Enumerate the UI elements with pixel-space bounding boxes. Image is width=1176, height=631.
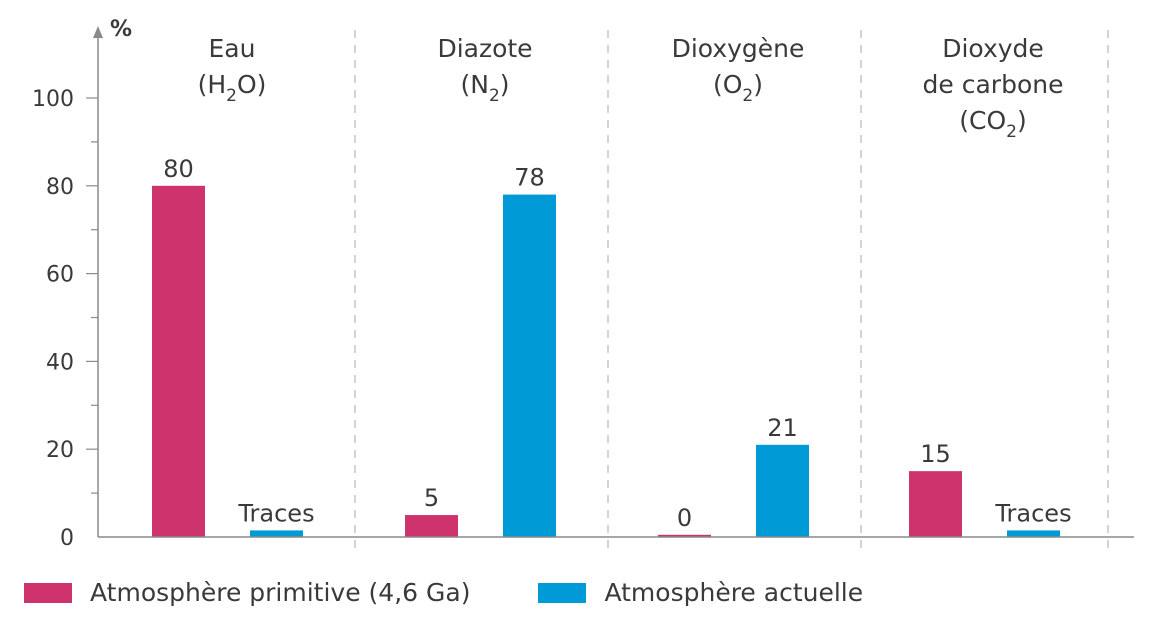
category-label: (O2) bbox=[713, 70, 763, 106]
data-label: Traces bbox=[237, 499, 314, 527]
category-label: de carbone bbox=[923, 70, 1064, 99]
y-axis-unit-label: % bbox=[110, 17, 132, 42]
legend-label-primitive: Atmosphère primitive (4,6 Ga) bbox=[90, 578, 471, 607]
data-label: 15 bbox=[920, 440, 951, 468]
y-tick-label: 100 bbox=[32, 87, 74, 112]
bar-actuelle-0 bbox=[250, 530, 303, 537]
category-label: (CO2) bbox=[959, 106, 1026, 142]
y-tick-label: 80 bbox=[46, 175, 74, 200]
bar-actuelle-2 bbox=[756, 444, 809, 537]
legend-label-actuelle: Atmosphère actuelle bbox=[604, 578, 864, 607]
data-label: 5 bbox=[424, 484, 439, 512]
legend-item-primitive: Atmosphère primitive (4,6 Ga) bbox=[24, 578, 470, 607]
y-tick-label: 20 bbox=[46, 438, 74, 463]
category-label: Dioxyde bbox=[942, 34, 1044, 63]
category-label: (H2O) bbox=[198, 70, 267, 106]
bar-actuelle-1 bbox=[503, 194, 556, 537]
y-tick-label: 60 bbox=[46, 263, 74, 288]
legend-swatch-actuelle bbox=[538, 582, 587, 603]
bar-primitive-2 bbox=[658, 534, 711, 537]
category-label: Dioxygène bbox=[672, 34, 805, 63]
bar-primitive-0 bbox=[152, 185, 205, 538]
category-label: Eau bbox=[209, 34, 256, 63]
category-label: (N2) bbox=[460, 70, 509, 106]
bar-actuelle-3 bbox=[1007, 530, 1060, 537]
data-label: 78 bbox=[514, 164, 545, 192]
data-label: 80 bbox=[163, 155, 194, 183]
bar-primitive-3 bbox=[909, 471, 962, 537]
y-tick-label: 0 bbox=[60, 526, 74, 551]
data-label: 21 bbox=[767, 414, 798, 442]
bar-primitive-1 bbox=[405, 515, 458, 537]
category-label: Diazote bbox=[437, 34, 532, 63]
legend-swatch-primitive bbox=[24, 582, 72, 603]
legend: Atmosphère primitive (4,6 Ga) Atmosphère… bbox=[24, 578, 931, 607]
legend-item-actuelle: Atmosphère actuelle bbox=[538, 578, 863, 607]
data-label: 0 bbox=[677, 504, 692, 532]
data-label: Traces bbox=[994, 499, 1071, 527]
y-axis-arrow bbox=[93, 26, 103, 38]
y-tick-label: 40 bbox=[46, 350, 74, 375]
